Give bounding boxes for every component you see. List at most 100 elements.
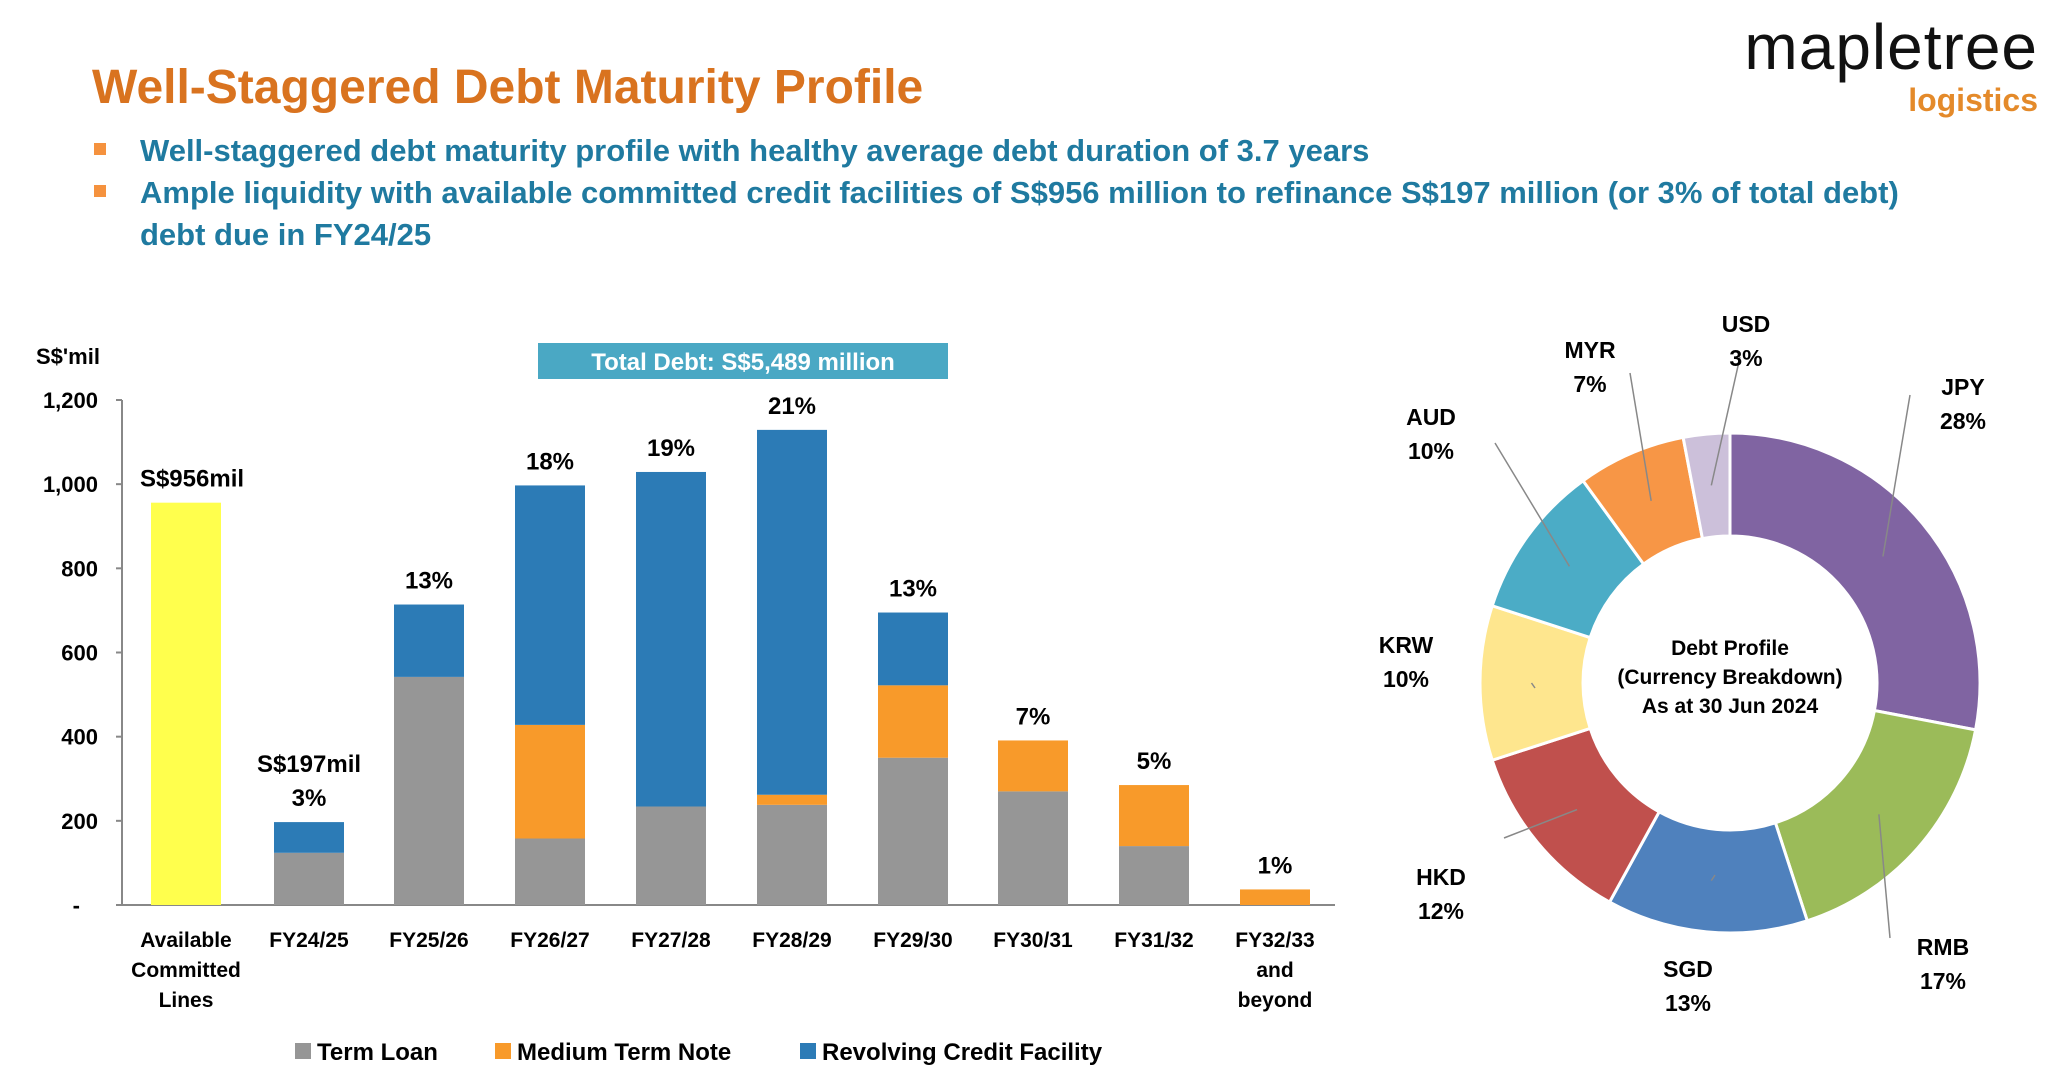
bar-revolving-credit-facility — [515, 485, 585, 725]
donut-center-label: As at 30 Jun 2024 — [1642, 695, 1819, 718]
slice-percent: 10% — [1383, 666, 1429, 692]
slice-name: MYR — [1564, 337, 1616, 363]
y-tick-label: 1,200 — [43, 388, 98, 413]
slice-percent: 7% — [1573, 371, 1606, 397]
bar-medium-term-note — [1119, 785, 1189, 847]
bar-revolving-credit-facility — [757, 429, 827, 795]
slice-name: HKD — [1416, 864, 1466, 890]
x-tick-label: beyond — [1238, 989, 1313, 1012]
x-tick-label: FY32/33 — [1235, 929, 1314, 952]
logo-sub: logistics — [1908, 82, 2038, 118]
bar-term-loan — [274, 852, 344, 905]
bar-term-loan — [1119, 846, 1189, 905]
slice-usd — [1681, 431, 1732, 541]
x-tick-label: FY31/32 — [1114, 929, 1193, 952]
bar-term-loan — [878, 757, 948, 905]
bullet-item: Ample liquidity with available committed… — [92, 172, 1952, 256]
bar-revolving-credit-facility — [878, 612, 948, 686]
bar-revolving-credit-facility — [636, 471, 706, 807]
data-label: 18% — [526, 448, 574, 475]
leader-line — [1503, 808, 1578, 839]
y-tick-label: 600 — [61, 641, 98, 666]
slice-name: RMB — [1917, 934, 1969, 960]
x-tick-label: FY29/30 — [873, 929, 952, 952]
x-tick-label: FY28/29 — [752, 929, 831, 952]
bar-term-loan — [394, 676, 464, 905]
bar-medium-term-note — [998, 740, 1068, 792]
y-tick-label: 200 — [61, 809, 98, 834]
data-label: 13% — [889, 576, 937, 603]
bar-term-loan — [515, 838, 585, 905]
donut-center-label: (Currency Breakdown) — [1617, 666, 1842, 689]
legend-label: Term Loan — [317, 1039, 438, 1066]
legend-swatch — [295, 1043, 311, 1059]
leader-line — [1710, 356, 1741, 486]
data-label: 13% — [405, 568, 453, 595]
x-tick-label: FY24/25 — [269, 929, 349, 952]
legend-swatch — [495, 1043, 511, 1059]
y-tick-label: 1,000 — [43, 472, 98, 497]
data-label: 3% — [292, 785, 327, 812]
total-debt-text: Total Debt: S$5,489 million — [591, 349, 895, 376]
bar-revolving-credit-facility — [394, 604, 464, 677]
y-tick-label: - — [73, 893, 80, 918]
y-tick-label: 800 — [61, 556, 98, 581]
x-tick-label: FY30/31 — [993, 929, 1073, 952]
x-tick-label: FY26/27 — [510, 929, 589, 952]
bar-medium-term-note — [1240, 889, 1310, 905]
slice-name: AUD — [1406, 404, 1456, 430]
slice-percent: 3% — [1729, 345, 1762, 371]
leader-line — [1530, 682, 1536, 689]
bar-medium-term-note — [757, 794, 827, 805]
bullet-list: Well-staggered debt maturity profile wit… — [92, 130, 1952, 256]
slice-percent: 12% — [1418, 898, 1464, 924]
slice-jpy — [1728, 431, 1982, 732]
data-label: 5% — [1137, 748, 1172, 775]
donut-center-label: Debt Profile — [1671, 637, 1789, 660]
x-tick-label: Available — [140, 929, 231, 952]
data-label: 7% — [1016, 703, 1051, 730]
bar-term-loan — [998, 791, 1068, 905]
data-label: 21% — [768, 393, 816, 420]
page-title: Well-Staggered Debt Maturity Profile — [92, 61, 924, 114]
slice-rmb — [1773, 708, 1978, 923]
slice-name: USD — [1722, 311, 1771, 337]
slice-name: SGD — [1663, 956, 1713, 982]
logo-name: mapletree — [1744, 11, 2038, 83]
bullet-item: Well-staggered debt maturity profile wit… — [92, 130, 1952, 172]
legend-swatch — [800, 1043, 816, 1059]
slice-percent: 28% — [1940, 408, 1986, 434]
leader-line — [1710, 874, 1716, 882]
bar-medium-term-note — [878, 685, 948, 758]
bar-term-loan — [636, 806, 706, 905]
leader-line — [1878, 814, 1891, 939]
legend-label: Medium Term Note — [517, 1039, 731, 1066]
x-tick-label: FY25/26 — [389, 929, 468, 952]
data-label: 1% — [1258, 852, 1293, 879]
slice-name: JPY — [1941, 374, 1984, 400]
y-tick-label: 400 — [61, 725, 98, 750]
data-label: S$197mil — [257, 751, 361, 778]
bar-revolving-credit-facility — [274, 822, 344, 853]
bar-medium-term-note — [515, 724, 585, 839]
x-tick-label: Committed — [131, 959, 241, 982]
bar-available — [151, 502, 221, 905]
leader-line — [1882, 394, 1911, 557]
slice-percent: 13% — [1665, 990, 1711, 1016]
x-tick-label: Lines — [159, 989, 214, 1012]
leader-line — [1629, 372, 1652, 501]
leader-line — [1494, 442, 1571, 567]
total-debt-banner — [538, 343, 948, 379]
x-tick-label: FY27/28 — [631, 929, 711, 952]
bar-term-loan — [757, 804, 827, 905]
slice-percent: 10% — [1408, 438, 1454, 464]
data-label: S$956mil — [140, 466, 244, 493]
y-axis-label: S$'mil — [36, 344, 100, 369]
slice-name: KRW — [1379, 632, 1434, 658]
mapletree-logo: mapletree logistics — [1744, 12, 2038, 119]
slice-percent: 17% — [1920, 968, 1966, 994]
data-label: 19% — [647, 435, 695, 462]
x-tick-label: and — [1256, 959, 1293, 982]
legend-label: Revolving Credit Facility — [822, 1039, 1103, 1066]
